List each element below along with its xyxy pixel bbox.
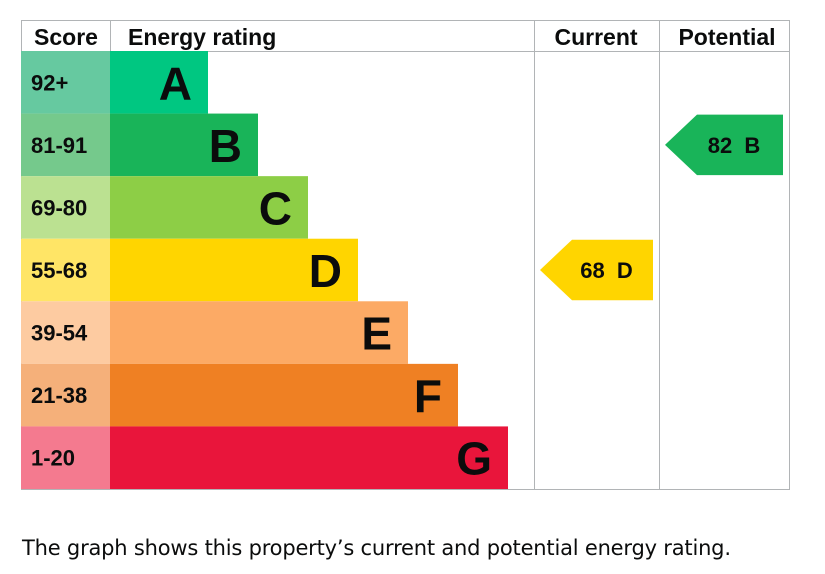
score-cell-f [21,363,110,427]
chart-headers: Score Energy rating Current Potential [34,24,776,50]
current-rating-label: 68 D [580,258,633,283]
score-label-b: 81-91 [31,133,87,158]
score-cell-a [21,51,110,114]
header-current: Current [554,24,637,50]
score-cell-d [21,238,110,302]
rating-bar-e [110,301,408,364]
rating-letter-b: B [209,120,242,172]
rating-bar-d [110,238,358,302]
score-cell-e [21,301,110,364]
rating-letter-d: D [309,245,342,297]
rating-bands: 92+ A 81-91 B 69-80 C 55-68 D 39-54 E 21-38 F 1-20 G [21,51,508,489]
rating-letter-a: A [159,57,192,109]
rating-bar-a [110,51,208,114]
score-label-d: 55-68 [31,258,87,283]
rating-letter-c: C [259,182,292,234]
score-label-e: 39-54 [31,321,88,346]
energy-rating-chart: Score Energy rating Current Potential 92… [21,20,790,490]
score-cell-c [21,176,110,239]
header-potential: Potential [678,24,775,50]
score-cell-g [21,426,110,489]
score-label-f: 21-38 [31,383,87,408]
potential-rating-label: 82 B [708,133,761,158]
rating-letter-e: E [361,308,392,360]
score-label-a: 92+ [31,70,68,95]
rating-bar-b [110,113,258,177]
rating-letter-f: F [414,370,442,422]
rating-bar-g [110,426,508,489]
score-cell-b [21,113,110,177]
rating-bar-c [110,176,308,239]
header-energy-rating: Energy rating [128,24,276,50]
rating-bar-f [110,363,458,427]
score-label-g: 1-20 [31,446,75,471]
potential-arrow [665,114,783,176]
rating-arrows: 68 D 82 B [540,114,783,301]
rating-letter-g: G [456,433,492,485]
score-label-c: 69-80 [31,195,87,220]
header-score: Score [34,24,98,50]
current-arrow [540,239,653,301]
chart-caption: The graph shows this property’s current … [22,536,731,560]
